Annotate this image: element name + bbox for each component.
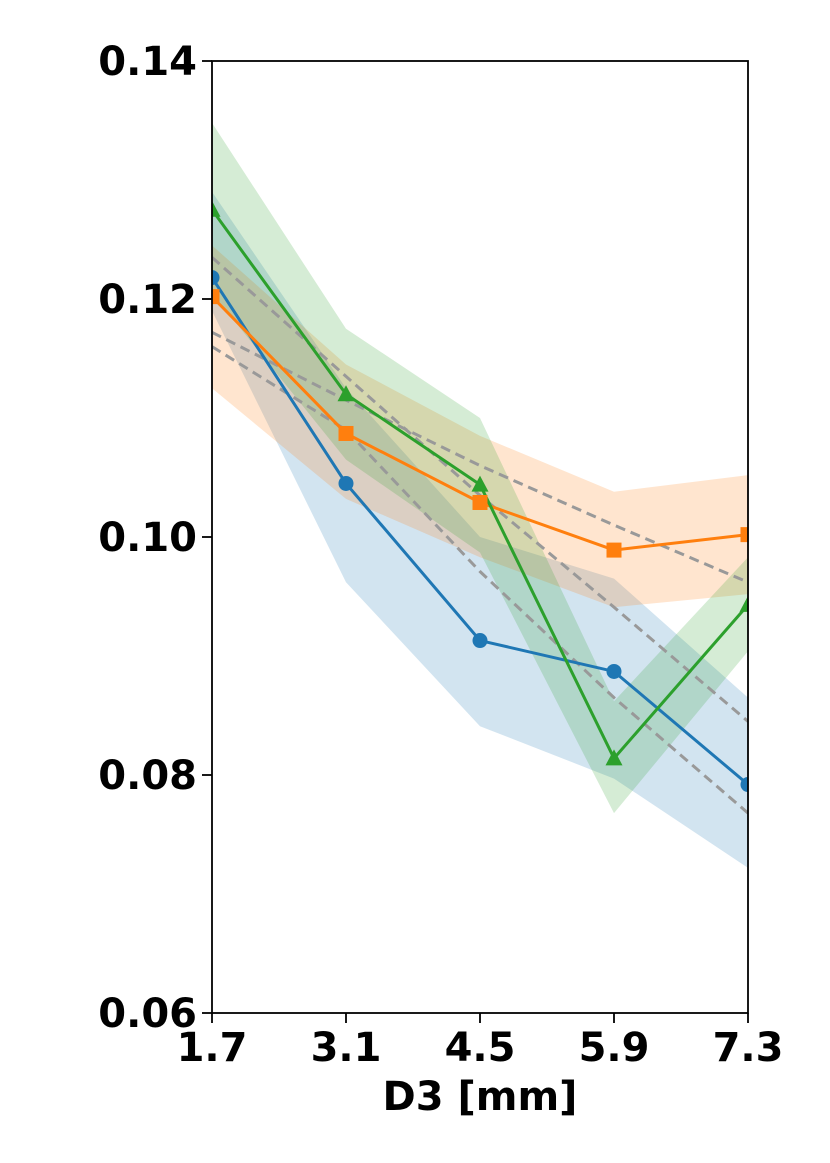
series-1-point-5 [740, 777, 748, 793]
series-markers [212, 200, 748, 793]
y-tick-label: 0.08 [98, 753, 197, 799]
series-1-point-4 [606, 663, 622, 679]
series-2-point-2 [338, 425, 354, 441]
series-1-point-2 [338, 475, 354, 491]
series-2-point-5 [740, 527, 748, 543]
series-2-point-1 [212, 289, 220, 305]
series-3-point-1 [212, 200, 221, 217]
y-tick-label: 0.06 [98, 991, 197, 1037]
series-1-point-1 [212, 270, 220, 286]
series-3-band [212, 122, 748, 814]
series-2-point-4 [606, 542, 622, 558]
x-tick-label: 4.5 [445, 1025, 516, 1071]
series-2-band [212, 245, 748, 608]
y-tick-label: 0.14 [98, 39, 197, 85]
y-tick-label: 0.10 [98, 515, 197, 561]
x-tick-label: 7.3 [713, 1025, 784, 1071]
series-3-point-3 [471, 475, 489, 492]
x-tick-label: 5.9 [579, 1025, 650, 1071]
series-3-point-5 [739, 595, 748, 612]
y-tick-label: 0.12 [98, 277, 197, 323]
series-3-point-2 [337, 385, 355, 402]
series-2-point-3 [472, 494, 488, 510]
x-axis-title: D3 [mm] [383, 1074, 578, 1120]
reference-line-3 [212, 330, 748, 584]
reference-line-2 [212, 345, 748, 815]
axis-ticks: 1.7 3.1 4.5 5.9 7.3 0.06 0.08 0.10 0.12 0.14 [98, 39, 783, 1071]
series-1-point-3 [472, 633, 488, 649]
x-tick-label: 3.1 [311, 1025, 382, 1071]
x-tick-label: 1.7 [177, 1025, 248, 1071]
series-3-point-4 [605, 749, 623, 766]
